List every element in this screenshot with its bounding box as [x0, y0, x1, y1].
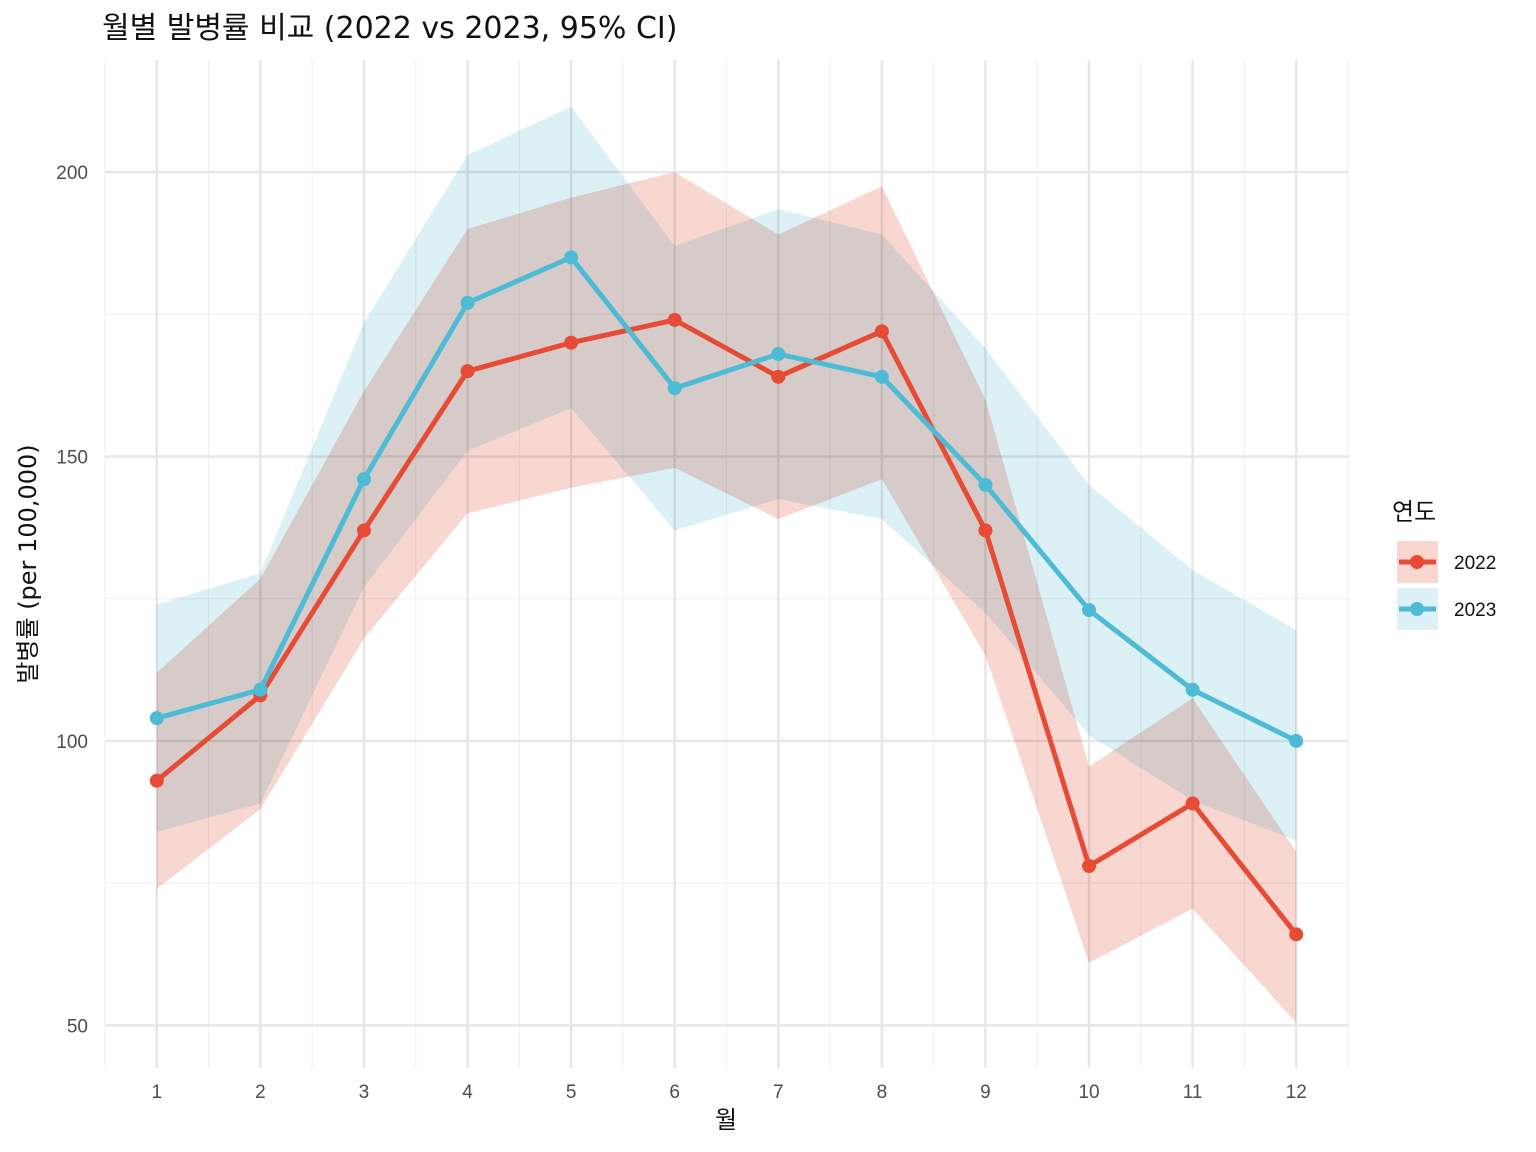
- chart-title: 월별 발병률 비교 (2022 vs 2023, 95% CI): [102, 11, 677, 46]
- point-2022: [874, 324, 889, 339]
- legend: 연도 2022 2023: [1392, 498, 1496, 630]
- x-tick-label: 3: [359, 1082, 370, 1103]
- point-2023: [1082, 603, 1097, 618]
- point-2023: [253, 682, 268, 697]
- point-2022: [667, 312, 682, 327]
- legend-label: 2023: [1454, 600, 1496, 621]
- legend-label: 2022: [1454, 553, 1496, 574]
- point-2023: [356, 472, 371, 487]
- point-2022: [149, 773, 164, 788]
- y-tick-label: 50: [67, 1016, 88, 1037]
- point-2023: [149, 711, 164, 726]
- point-2022: [1185, 796, 1200, 811]
- point-2023: [1185, 682, 1200, 697]
- x-axis-label: 월: [715, 1106, 737, 1134]
- point-2022: [564, 335, 579, 350]
- point-2023: [1289, 733, 1304, 748]
- y-axis-label: 발병률 (per 100,000): [14, 444, 42, 683]
- x-tick-label: 12: [1286, 1082, 1307, 1103]
- x-tick-label: 9: [980, 1082, 991, 1103]
- line-2022: [155, 317, 1299, 936]
- point-2022: [978, 523, 993, 538]
- y-tick-label: 150: [56, 447, 88, 468]
- point-2022: [1289, 927, 1304, 942]
- point-2022: [1082, 859, 1097, 874]
- x-tick-label: 2: [255, 1082, 266, 1103]
- point-2023: [667, 381, 682, 396]
- x-tick-label: 4: [462, 1082, 473, 1103]
- legend-key-point: [1410, 602, 1424, 616]
- line-2023: [156, 254, 1298, 744]
- point-2022: [771, 369, 786, 384]
- point-2023: [564, 250, 579, 265]
- point-2023: [874, 369, 889, 384]
- series-lines: [149, 250, 1304, 942]
- x-tick-label: 11: [1183, 1082, 1203, 1103]
- y-tick-label: 200: [56, 163, 88, 184]
- x-tick-label: 7: [773, 1082, 784, 1103]
- point-2022: [356, 523, 371, 538]
- point-2023: [460, 295, 475, 310]
- legend-title: 연도: [1392, 498, 1436, 526]
- point-2023: [978, 477, 993, 492]
- x-tick-label: 5: [566, 1082, 577, 1103]
- ci-bands: [156, 106, 1297, 1023]
- ci-band-2023: [156, 106, 1297, 841]
- legend-key-point: [1410, 555, 1424, 569]
- x-tick-label: 1: [152, 1082, 163, 1103]
- y-tick-label: 100: [56, 732, 88, 753]
- x-tick-label: 8: [877, 1082, 888, 1103]
- point-2023: [771, 347, 786, 362]
- x-tick-label: 6: [669, 1082, 680, 1103]
- point-2022: [460, 364, 475, 379]
- x-tick-label: 10: [1078, 1082, 1099, 1103]
